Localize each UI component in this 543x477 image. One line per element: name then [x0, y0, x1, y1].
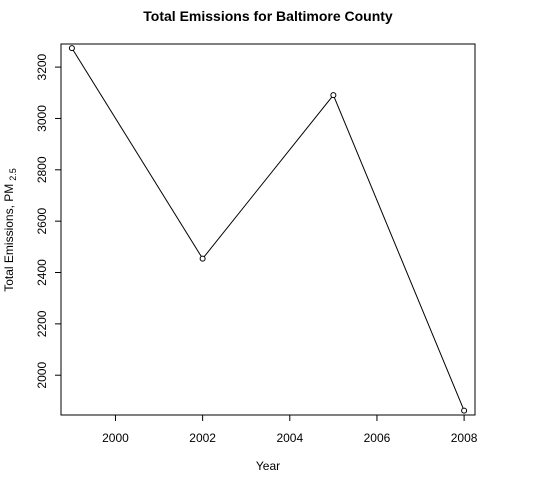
data-point [199, 255, 206, 262]
x-tick-label: 2006 [364, 431, 391, 445]
chart-title: Total Emissions for Baltimore County [143, 8, 393, 24]
y-tick-label: 2600 [35, 207, 49, 234]
x-axis: 2000 2002 2004 2006 2008 [102, 415, 478, 445]
y-axis-label-main: Total Emissions, PM [2, 184, 16, 292]
data-point [68, 45, 75, 52]
x-tick-label: 2008 [451, 431, 478, 445]
y-tick-label: 2400 [35, 259, 49, 286]
y-tick-label: 2000 [35, 362, 49, 389]
x-tick-label: 2000 [102, 431, 129, 445]
series-group [68, 45, 468, 414]
series-line-segment [203, 96, 333, 258]
y-axis-label: Total Emissions, PM 2.5 [2, 168, 18, 292]
y-axis: 2000 2200 2400 2600 2800 3000 3200 [35, 53, 61, 389]
x-tick-label: 2002 [189, 431, 216, 445]
series-line-segment [333, 97, 464, 409]
x-axis-label: Year [256, 459, 280, 473]
y-tick-label: 2200 [35, 310, 49, 337]
y-tick-label: 3200 [35, 53, 49, 80]
series-line-segment [72, 49, 202, 257]
y-axis-label-subscript: 2.5 [8, 168, 18, 181]
data-point [461, 407, 468, 414]
y-tick-label: 2800 [35, 156, 49, 183]
y-tick-label: 3000 [35, 105, 49, 132]
data-point [330, 92, 337, 99]
plot-frame [60, 43, 476, 416]
x-tick-label: 2004 [276, 431, 303, 445]
